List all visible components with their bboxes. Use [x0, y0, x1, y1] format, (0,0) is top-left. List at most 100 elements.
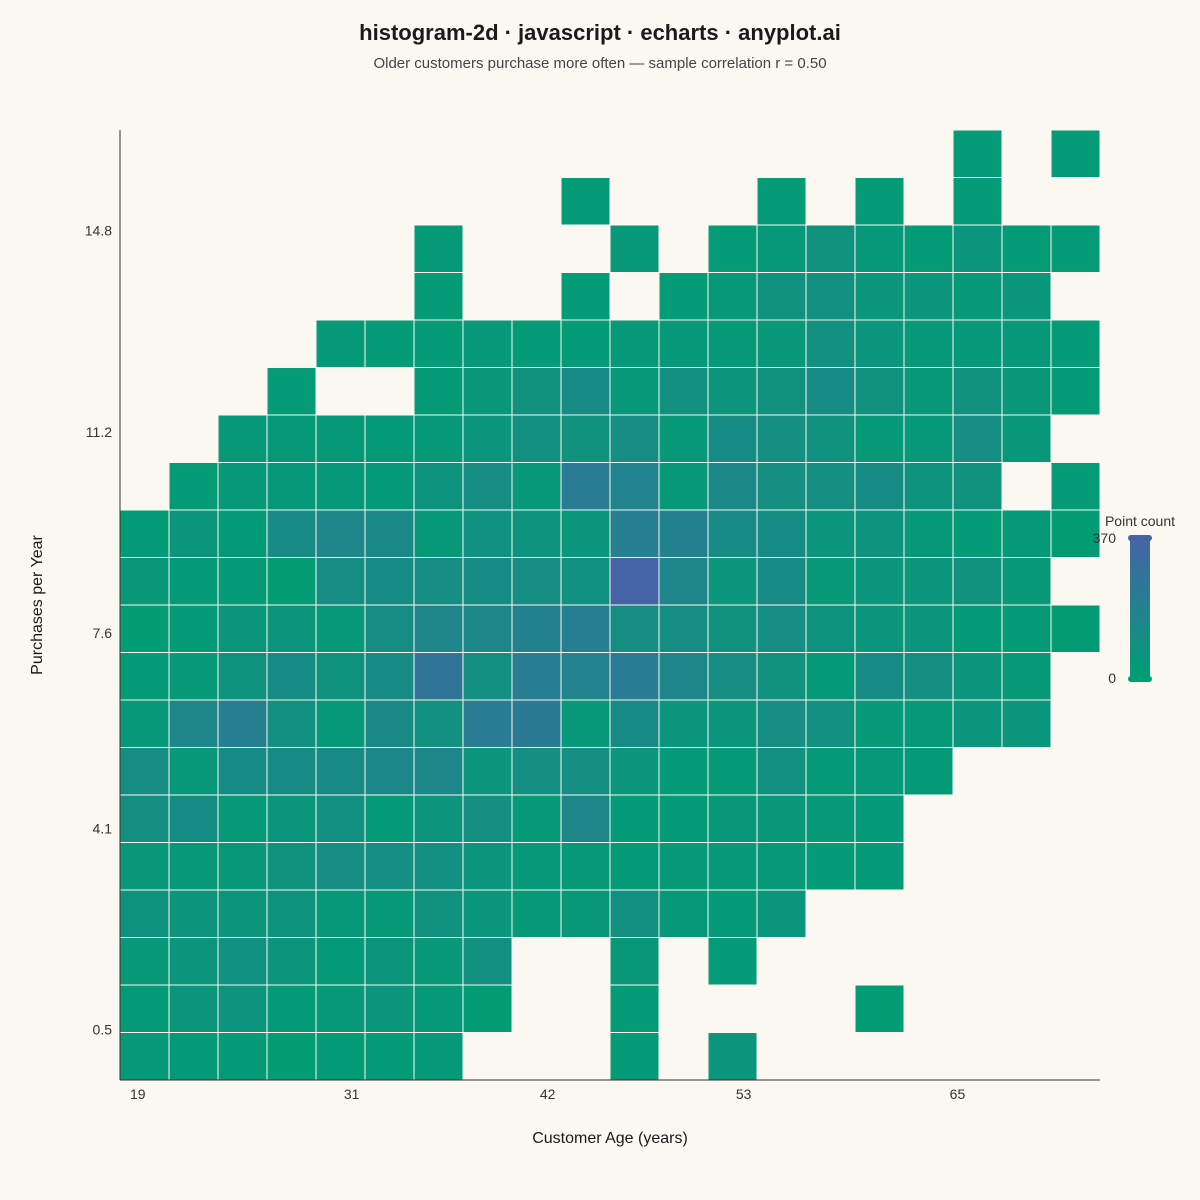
heatmap-cell[interactable]: [707, 937, 758, 986]
heatmap-cell[interactable]: [658, 319, 709, 368]
heatmap-cell[interactable]: [854, 272, 905, 321]
heatmap-cell[interactable]: [119, 984, 170, 1033]
heatmap-cell[interactable]: [462, 747, 513, 796]
heatmap-cell[interactable]: [511, 319, 562, 368]
heatmap-cell[interactable]: [266, 414, 317, 463]
heatmap-cell[interactable]: [119, 937, 170, 986]
heatmap-cell[interactable]: [266, 462, 317, 511]
heatmap-cell[interactable]: [217, 414, 268, 463]
heatmap-cell[interactable]: [560, 652, 611, 701]
heatmap-cell[interactable]: [756, 462, 807, 511]
heatmap-cell[interactable]: [168, 747, 219, 796]
heatmap-cell[interactable]: [168, 652, 219, 701]
heatmap-cell[interactable]: [364, 747, 415, 796]
heatmap-cell[interactable]: [217, 1032, 268, 1081]
heatmap-cell[interactable]: [364, 699, 415, 748]
heatmap-cell[interactable]: [1050, 367, 1101, 416]
heatmap-cell[interactable]: [266, 794, 317, 843]
heatmap-cell[interactable]: [266, 747, 317, 796]
heatmap-cell[interactable]: [756, 889, 807, 938]
visual-map[interactable]: Point count 370 0: [1093, 513, 1175, 686]
heatmap-cell[interactable]: [707, 652, 758, 701]
heatmap-cell[interactable]: [903, 414, 954, 463]
heatmap-cell[interactable]: [707, 509, 758, 558]
heatmap-cell[interactable]: [1001, 509, 1052, 558]
heatmap-cell[interactable]: [658, 414, 709, 463]
heatmap-cell[interactable]: [364, 889, 415, 938]
heatmap-cell[interactable]: [217, 747, 268, 796]
heatmap-cell[interactable]: [658, 794, 709, 843]
heatmap-cell[interactable]: [756, 842, 807, 891]
heatmap-cell[interactable]: [756, 414, 807, 463]
heatmap-cell[interactable]: [756, 367, 807, 416]
heatmap-cell[interactable]: [756, 272, 807, 321]
heatmap-cell[interactable]: [707, 272, 758, 321]
heatmap-cell[interactable]: [903, 462, 954, 511]
heatmap-cell[interactable]: [1001, 272, 1052, 321]
heatmap-cell[interactable]: [952, 177, 1003, 226]
heatmap-cell[interactable]: [560, 177, 611, 226]
heatmap-cell[interactable]: [364, 604, 415, 653]
heatmap-cell[interactable]: [805, 699, 856, 748]
heatmap-cell[interactable]: [315, 319, 366, 368]
heatmap-cell[interactable]: [609, 984, 660, 1033]
heatmap-cell[interactable]: [805, 224, 856, 273]
heatmap-cell[interactable]: [315, 937, 366, 986]
heatmap-cell[interactable]: [511, 652, 562, 701]
heatmap-cell[interactable]: [1050, 604, 1101, 653]
heatmap-cell[interactable]: [903, 319, 954, 368]
heatmap-cell[interactable]: [756, 319, 807, 368]
heatmap-cell[interactable]: [560, 272, 611, 321]
heatmap-cell[interactable]: [462, 319, 513, 368]
heatmap-cell[interactable]: [609, 224, 660, 273]
heatmap-cell[interactable]: [609, 652, 660, 701]
heatmap-cell[interactable]: [266, 889, 317, 938]
heatmap-cell[interactable]: [854, 367, 905, 416]
heatmap-cell[interactable]: [168, 557, 219, 606]
heatmap-cell[interactable]: [707, 699, 758, 748]
heatmap-cell[interactable]: [511, 842, 562, 891]
heatmap-cell[interactable]: [609, 509, 660, 558]
heatmap-cell[interactable]: [707, 604, 758, 653]
heatmap-cell[interactable]: [462, 842, 513, 891]
heatmap-cell[interactable]: [756, 177, 807, 226]
heatmap-cell[interactable]: [1001, 699, 1052, 748]
heatmap-cell[interactable]: [315, 889, 366, 938]
heatmap-cell[interactable]: [364, 557, 415, 606]
heatmap-cell[interactable]: [413, 272, 464, 321]
heatmap-cell[interactable]: [903, 652, 954, 701]
heatmap-cell[interactable]: [266, 1032, 317, 1081]
heatmap-cell[interactable]: [315, 842, 366, 891]
heatmap-cell[interactable]: [119, 652, 170, 701]
heatmap-cell[interactable]: [217, 557, 268, 606]
heatmap-cell[interactable]: [756, 699, 807, 748]
heatmap-cell[interactable]: [952, 319, 1003, 368]
heatmap-cell[interactable]: [1001, 652, 1052, 701]
heatmap-cell[interactable]: [413, 747, 464, 796]
heatmap-cell[interactable]: [1050, 462, 1101, 511]
heatmap-cell[interactable]: [952, 557, 1003, 606]
heatmap-cell[interactable]: [658, 604, 709, 653]
heatmap-cell[interactable]: [168, 699, 219, 748]
heatmap-cell[interactable]: [805, 462, 856, 511]
heatmap-cell[interactable]: [217, 794, 268, 843]
heatmap-cell[interactable]: [315, 652, 366, 701]
heatmap-cell[interactable]: [462, 557, 513, 606]
heatmap-cell[interactable]: [413, 652, 464, 701]
heatmap-cell[interactable]: [609, 367, 660, 416]
visual-map-max-handle[interactable]: [1128, 535, 1152, 541]
heatmap-cell[interactable]: [609, 842, 660, 891]
heatmap-cell[interactable]: [805, 272, 856, 321]
heatmap-cell[interactable]: [609, 889, 660, 938]
heatmap-cell[interactable]: [560, 462, 611, 511]
heatmap-cell[interactable]: [315, 604, 366, 653]
heatmap-cell[interactable]: [462, 509, 513, 558]
heatmap-cell[interactable]: [560, 367, 611, 416]
heatmap-cell[interactable]: [1001, 224, 1052, 273]
heatmap-cell[interactable]: [756, 747, 807, 796]
heatmap-cell[interactable]: [903, 367, 954, 416]
heatmap-cell[interactable]: [315, 984, 366, 1033]
heatmap-cell[interactable]: [1050, 509, 1101, 558]
heatmap-cell[interactable]: [805, 557, 856, 606]
heatmap-cell[interactable]: [952, 462, 1003, 511]
